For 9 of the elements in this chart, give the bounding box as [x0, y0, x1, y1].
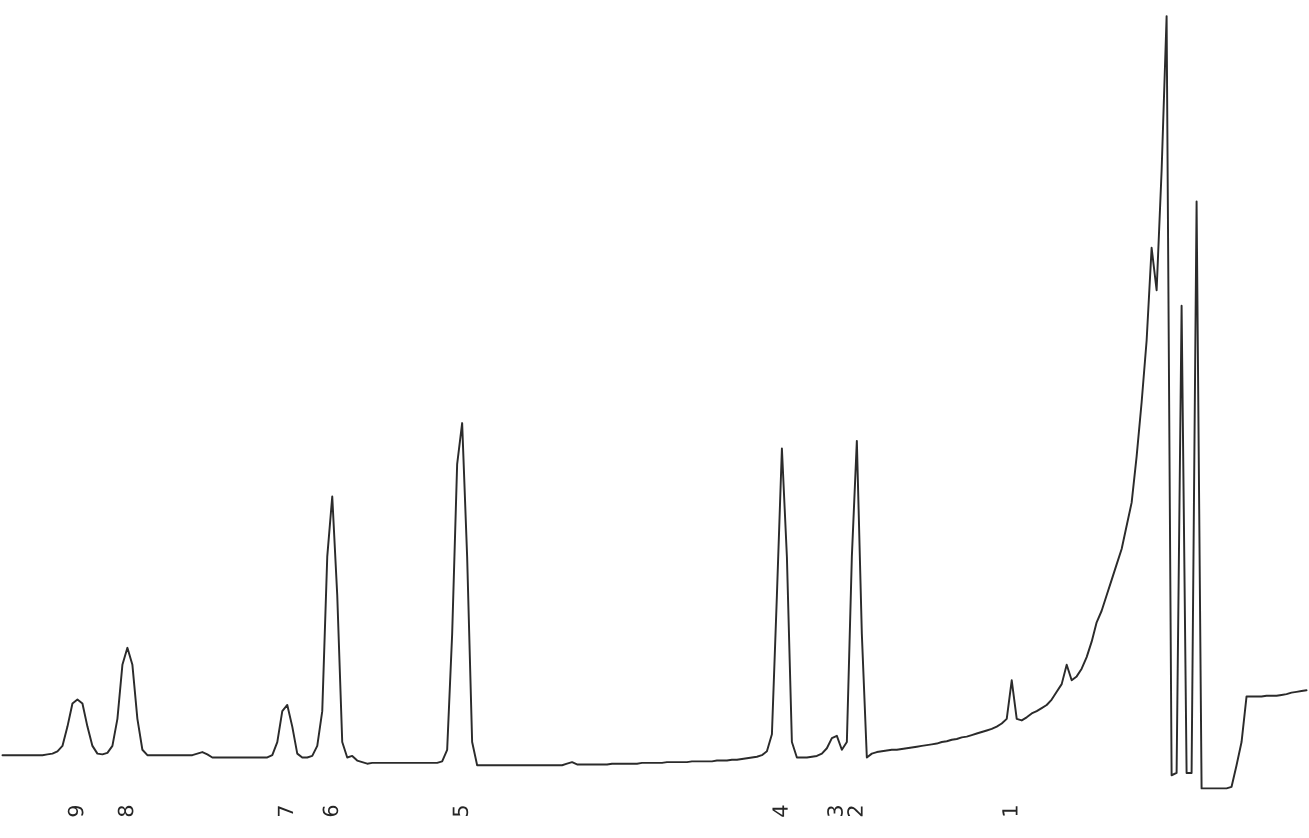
x-tick-label: 8 — [117, 805, 134, 817]
x-tick-label: 7 — [277, 806, 294, 816]
x-tick-label: 9 — [67, 805, 84, 817]
x-tick-label: 3 — [827, 806, 843, 817]
x-tick-label: 5 — [452, 806, 469, 817]
x-tick-label: 2 — [847, 806, 863, 817]
x-tick-label: 1 — [1002, 806, 1018, 816]
x-tick-label: 6 — [322, 805, 339, 817]
x-tick-label: 4 — [772, 805, 788, 817]
